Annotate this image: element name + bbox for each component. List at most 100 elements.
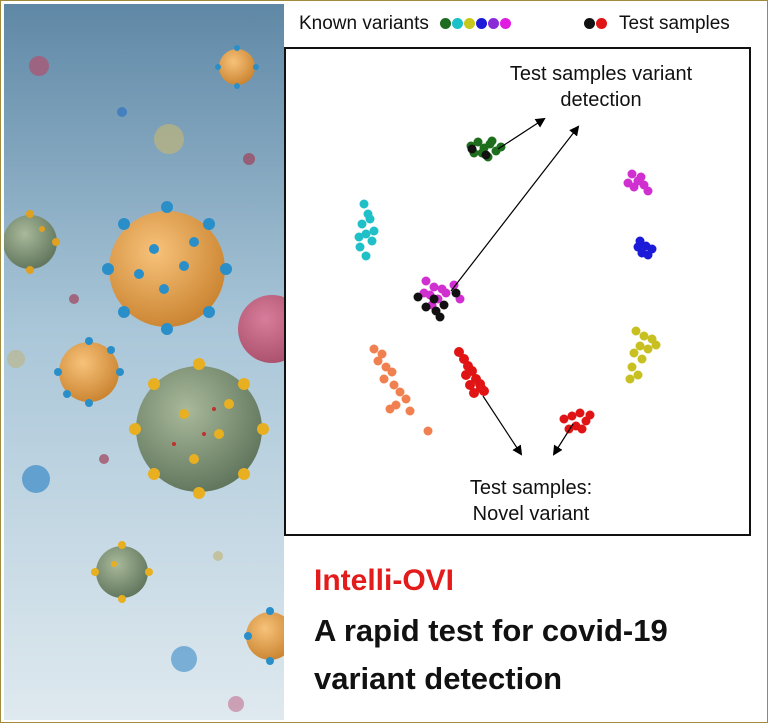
brand-title: Intelli-OVI (314, 564, 455, 597)
point-test-black (481, 150, 491, 160)
arrow-center-to-label (450, 125, 580, 292)
legend-dot (584, 18, 595, 29)
arrow-redsmall-to-novel (552, 423, 574, 456)
arrow-red-to-novel (482, 395, 523, 456)
point-olive (629, 348, 639, 358)
point-orange (381, 362, 391, 372)
point-red-small (585, 410, 595, 420)
point-cyan (355, 242, 365, 252)
point-red-center (476, 383, 486, 393)
point-magenta-center (449, 280, 459, 290)
point-cyan (367, 236, 377, 246)
point-olive (627, 362, 637, 372)
legend-dot (464, 18, 476, 29)
point-test-black (435, 312, 445, 322)
point-orange (369, 344, 379, 354)
point-orange (387, 367, 397, 377)
point-orange (385, 404, 395, 414)
point-cyan (361, 251, 371, 261)
virus-illustration (4, 4, 284, 720)
legend-dot (596, 18, 607, 29)
annotation-top-line1: Test samples variant (509, 63, 693, 85)
point-orange (373, 356, 383, 366)
point-cyan (359, 199, 369, 209)
cluster-olive (625, 326, 661, 384)
point-magenta-center (441, 288, 451, 298)
cluster-orange (369, 344, 433, 436)
point-olive (625, 374, 635, 384)
cluster-magenta-top (623, 169, 653, 196)
point-test-black (429, 294, 439, 304)
point-olive (639, 331, 649, 341)
point-red-small (575, 408, 585, 418)
point-test-black (451, 288, 461, 298)
legend-dot (452, 18, 464, 29)
point-blue (643, 250, 653, 260)
orange-virus-large (102, 201, 232, 335)
point-blue (633, 242, 643, 252)
point-orange (377, 349, 387, 359)
scatter-plot (354, 117, 661, 456)
arrow-green-to-label (497, 117, 546, 150)
cluster-red-small (559, 408, 595, 434)
point-orange (401, 394, 411, 404)
point-cyan (354, 232, 364, 242)
point-magenta-top (643, 186, 653, 196)
point-cyan (361, 229, 371, 239)
cluster-blue (633, 236, 657, 260)
point-magenta-center (429, 282, 439, 292)
point-green (473, 137, 483, 147)
point-magenta-center (421, 276, 431, 286)
point-magenta-top (636, 172, 646, 182)
caption-line1: A rapid test for covid-19 (314, 613, 668, 648)
legend-known-label: Known variants (299, 13, 429, 35)
point-cyan (365, 214, 375, 224)
legend-dot (500, 18, 512, 29)
legend-test-samples: Test samples (584, 13, 730, 35)
cluster-red-center (454, 347, 489, 398)
cluster-cyan (354, 199, 379, 261)
arrows (450, 117, 580, 456)
annotation-bottom-line1: Test samples: (469, 477, 593, 499)
annotation-top-line2: detection (560, 89, 642, 111)
point-olive (633, 370, 643, 380)
point-test-black (413, 292, 423, 302)
point-green (487, 136, 497, 146)
annotation-variant-detection: Test samples variant detection (476, 61, 726, 113)
scatter-points (354, 136, 661, 436)
point-orange (379, 374, 389, 384)
point-test-black (467, 144, 477, 154)
point-orange (389, 380, 399, 390)
point-test-black (439, 300, 449, 310)
point-magenta-top (623, 178, 633, 188)
point-test-black (421, 302, 431, 312)
annotation-novel-variant: Test samples: Novel variant (426, 475, 636, 527)
legend-test-dots (584, 13, 608, 35)
point-magenta-top (627, 169, 637, 179)
legend-dot (476, 18, 488, 29)
point-olive (635, 341, 645, 351)
legend-known-dots (440, 13, 512, 35)
point-orange (395, 387, 405, 397)
cluster-test-black (413, 144, 491, 322)
caption-line2: variant detection (314, 661, 563, 696)
point-red-center (454, 347, 464, 357)
scatter-plot-frame (284, 47, 751, 536)
green-virus-large (129, 358, 269, 499)
point-red-center (465, 380, 475, 390)
point-red-center (461, 370, 471, 380)
legend-dot (440, 18, 452, 29)
point-red-small (577, 424, 587, 434)
legend-known-variants: Known variants (299, 13, 512, 35)
annotation-bottom-line2: Novel variant (472, 503, 590, 525)
point-olive (643, 344, 653, 354)
point-cyan (369, 226, 379, 236)
legend-test-label: Test samples (618, 13, 730, 35)
point-orange (405, 406, 415, 416)
point-red-center (469, 388, 479, 398)
point-red-small (567, 411, 577, 421)
point-cyan (357, 219, 367, 229)
point-olive (631, 326, 641, 336)
point-olive (637, 354, 647, 364)
